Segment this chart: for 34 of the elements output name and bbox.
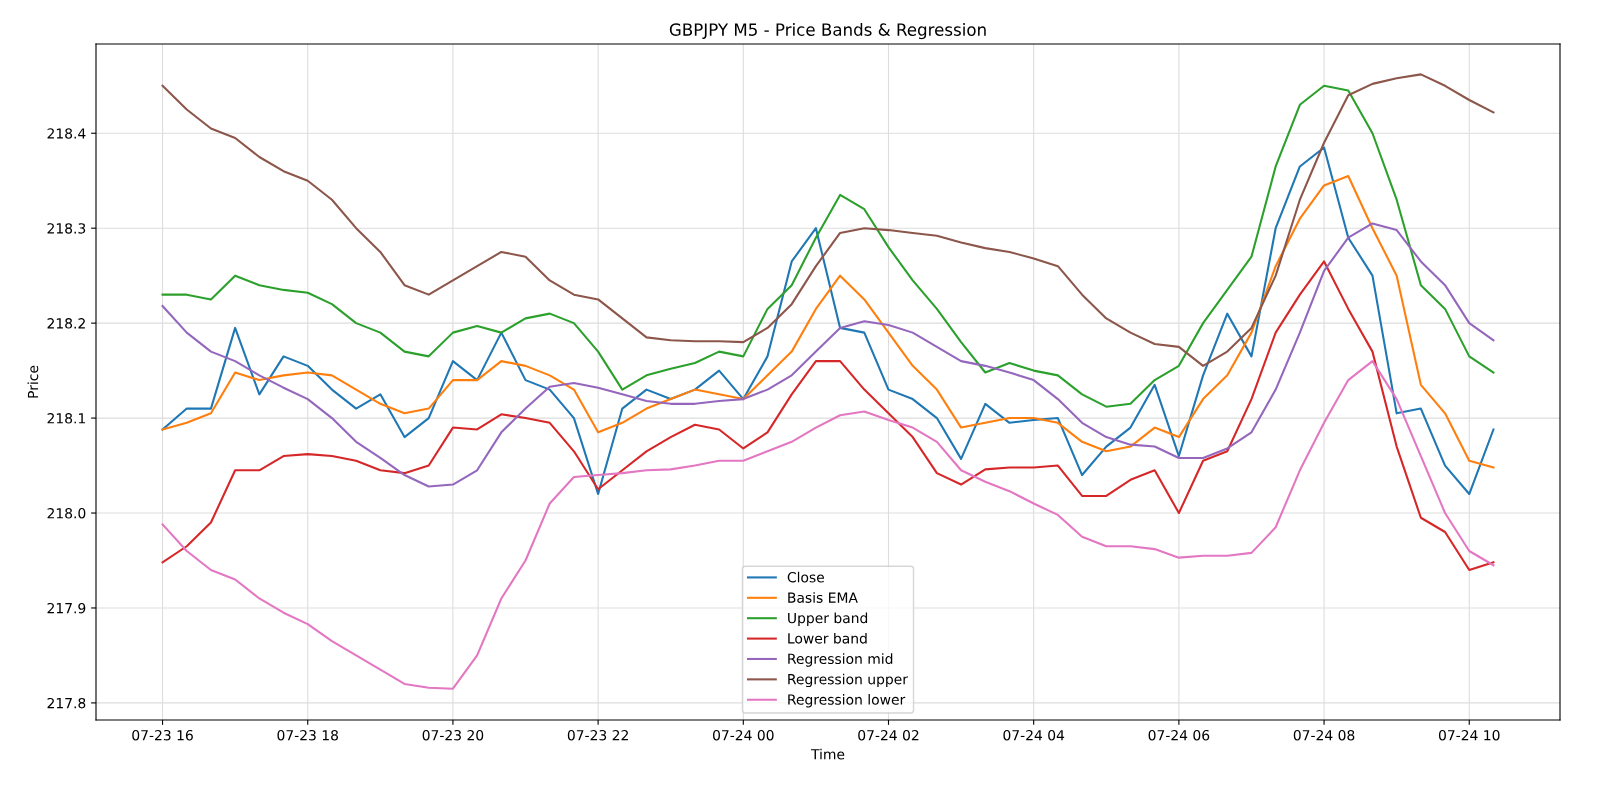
- y-tick-label: 218.0: [47, 507, 86, 519]
- y-tick-label: 218.1: [47, 413, 85, 424]
- x-axis-title: Time: [810, 748, 845, 760]
- y-tick-label: 217.9: [47, 602, 86, 614]
- line-series: [161, 222, 1495, 488]
- y-tick-label: 218.2: [47, 318, 85, 329]
- x-tick-label: 07-23 20: [422, 729, 484, 741]
- legend-label: Regression upper: [788, 673, 908, 688]
- y-axis-title: Price: [27, 365, 39, 398]
- x-tick-label: 07-23 16: [132, 729, 193, 741]
- x-tick-label: 07-23 18: [277, 729, 339, 741]
- x-tick-label: 07-24 00: [713, 729, 774, 741]
- y-tick-label: 218.3: [47, 223, 86, 234]
- legend-label: Upper band: [788, 612, 868, 626]
- x-tick-label: 07-24 08: [1293, 729, 1355, 741]
- legend-label: Regression lower: [788, 694, 906, 708]
- x-tick-label: 07-24 02: [858, 729, 919, 741]
- legend-label: Lower band: [788, 632, 867, 644]
- line-series: [161, 260, 1495, 572]
- legend-label: Regression mid: [788, 653, 893, 667]
- x-tick-label: 07-24 10: [1438, 729, 1500, 741]
- chart-title: GBPJPY M5 - Price Bands & Regression: [669, 23, 986, 40]
- line-series: [161, 73, 1495, 367]
- line-series: [161, 146, 1495, 496]
- x-tick-label: 07-24 06: [1148, 729, 1210, 741]
- y-tick-label: 218.4: [47, 128, 86, 139]
- legend-label: Close: [787, 571, 825, 583]
- line-series: [161, 360, 1495, 690]
- line-series: [161, 174, 1495, 469]
- legend-label: Basis EMA: [788, 592, 858, 603]
- y-tick-label: 217.8: [47, 697, 86, 709]
- line-series: [161, 84, 1495, 408]
- x-tick-label: 07-24 04: [1003, 729, 1065, 741]
- x-tick-label: 07-23 22: [567, 729, 628, 741]
